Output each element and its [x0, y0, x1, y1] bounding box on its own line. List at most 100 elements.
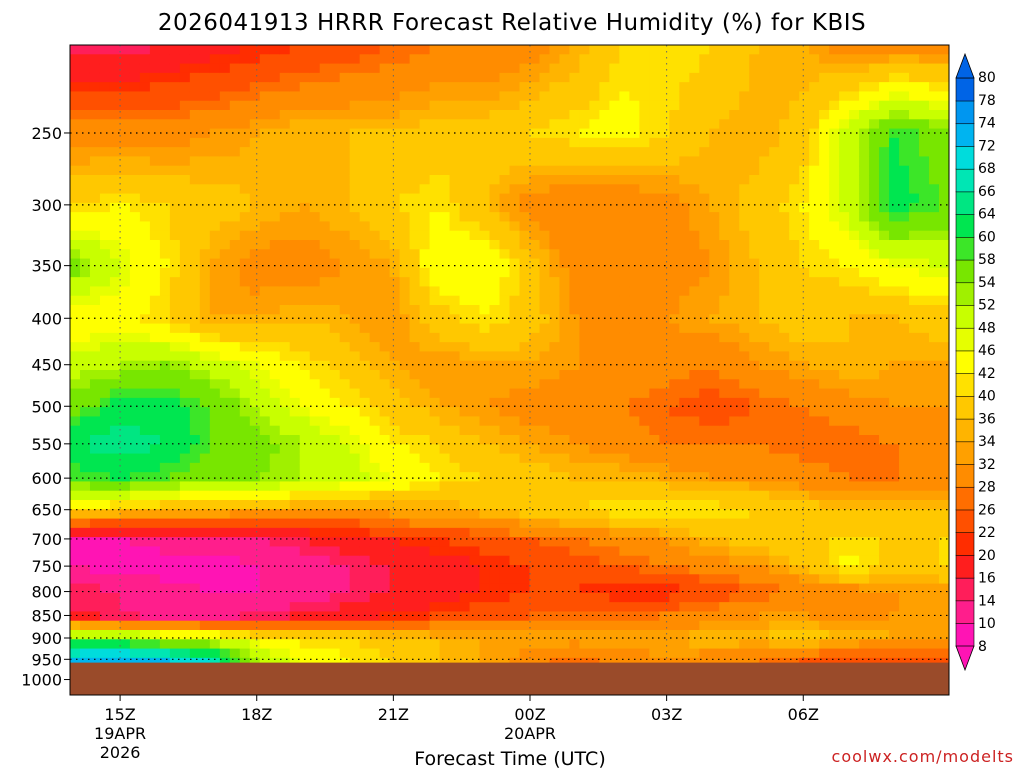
- rh-cell: [369, 639, 381, 650]
- rh-cell: [109, 602, 121, 613]
- rh-cell: [769, 100, 780, 111]
- rh-cell: [199, 397, 211, 408]
- rh-cell: [589, 537, 600, 548]
- rh-cell: [269, 286, 281, 297]
- rh-cell: [359, 444, 371, 455]
- rh-cell: [169, 230, 181, 241]
- rh-cell: [699, 202, 710, 213]
- rh-cell: [509, 249, 521, 260]
- rh-cell: [599, 54, 610, 65]
- rh-cell: [359, 370, 371, 380]
- rh-cell: [169, 258, 181, 269]
- rh-cell: [509, 379, 521, 390]
- rh-cell: [319, 72, 331, 83]
- rh-cell: [769, 221, 780, 232]
- rh-cell: [419, 332, 431, 343]
- rh-cell: [759, 258, 770, 269]
- rh-cell: [70, 45, 81, 55]
- rh-cell: [729, 518, 740, 529]
- rh-cell: [70, 416, 81, 427]
- rh-cell: [589, 639, 600, 650]
- rh-cell: [199, 54, 211, 65]
- rh-cell: [699, 537, 710, 548]
- rh-cell: [179, 212, 191, 223]
- rh-cell: [489, 212, 501, 223]
- rh-cell: [499, 323, 511, 334]
- rh-cell: [569, 537, 581, 548]
- rh-cell: [729, 72, 740, 83]
- rh-cell: [219, 72, 231, 83]
- rh-cell: [609, 574, 620, 585]
- rh-cell: [509, 648, 521, 659]
- rh-cell: [109, 342, 121, 353]
- rh-cell: [459, 165, 471, 176]
- rh-cell: [329, 555, 341, 566]
- rh-cell: [639, 611, 650, 622]
- rh-cell: [669, 648, 680, 659]
- rh-cell: [619, 119, 630, 130]
- rh-cell: [569, 630, 581, 640]
- rh-cell: [579, 630, 591, 640]
- rh-cell: [359, 388, 371, 399]
- rh-cell: [99, 546, 111, 557]
- rh-cell: [209, 611, 221, 622]
- rh-cell: [409, 249, 421, 260]
- rh-cell: [469, 230, 481, 241]
- rh-cell: [139, 583, 151, 594]
- rh-cell: [179, 175, 191, 185]
- rh-cell: [179, 518, 191, 529]
- rh-cell: [299, 462, 311, 473]
- rh-cell: [359, 407, 371, 418]
- rh-cell: [459, 648, 471, 659]
- rh-cell: [289, 156, 301, 167]
- rh-cell: [539, 314, 551, 325]
- rh-cell: [249, 175, 261, 185]
- rh-cell: [749, 416, 760, 427]
- rh-cell: [299, 202, 311, 213]
- rh-cell: [349, 240, 361, 250]
- rh-cell: [249, 184, 261, 195]
- rh-cell: [549, 416, 561, 427]
- rh-cell: [769, 137, 780, 148]
- rh-cell: [239, 249, 251, 260]
- rh-cell: [729, 407, 740, 418]
- rh-cell: [739, 611, 750, 622]
- rh-cell: [179, 202, 191, 213]
- rh-cell: [519, 267, 531, 278]
- rh-cell: [719, 63, 730, 74]
- rh-cell: [369, 583, 381, 594]
- rh-cell: [329, 165, 341, 176]
- rh-cell: [519, 63, 531, 74]
- rh-cell: [269, 323, 281, 334]
- rh-cell: [129, 286, 141, 297]
- rh-cell: [779, 258, 790, 269]
- rh-cell: [109, 45, 121, 55]
- rh-cell: [179, 240, 191, 250]
- rh-cell: [169, 286, 181, 297]
- rh-cell: [509, 156, 521, 167]
- rh-cell: [479, 119, 491, 130]
- rh-cell: [119, 397, 131, 408]
- rh-cell: [189, 286, 201, 297]
- rh-cell: [119, 555, 131, 566]
- rh-cell: [269, 472, 281, 483]
- rh-cell: [70, 648, 81, 659]
- rh-cell: [70, 221, 81, 232]
- rh-cell: [669, 388, 680, 399]
- rh-cell: [539, 305, 551, 315]
- rh-cell: [499, 388, 511, 399]
- rh-cell: [779, 137, 790, 148]
- rh-cell: [759, 472, 770, 483]
- rh-cell: [579, 639, 591, 650]
- rh-cell: [89, 509, 101, 520]
- rh-cell: [609, 537, 620, 548]
- rh-cell: [389, 249, 401, 260]
- rh-cell: [689, 360, 700, 371]
- rh-cell: [89, 295, 101, 306]
- rh-cell: [449, 305, 461, 315]
- rh-cell: [409, 332, 421, 343]
- rh-cell: [639, 258, 650, 269]
- rh-cell: [279, 249, 291, 260]
- rh-cell: [439, 518, 451, 529]
- rh-cell: [469, 397, 481, 408]
